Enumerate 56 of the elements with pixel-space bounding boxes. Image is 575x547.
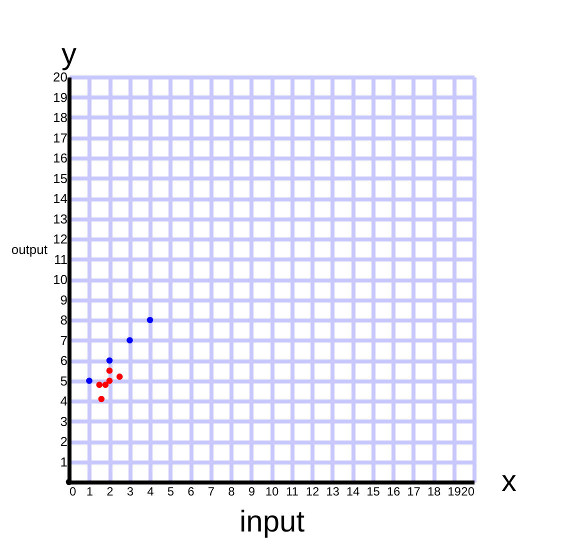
y-tick-label: 3: [60, 414, 68, 429]
x-tick-label: 10: [265, 484, 279, 498]
x-tick-label: 18: [427, 484, 441, 498]
x-tick-label: 13: [326, 484, 340, 498]
y-tick-label: 5: [60, 373, 68, 388]
x-tick-label: 1: [86, 484, 94, 498]
x-tick-label: 17: [407, 484, 421, 498]
y-axis-title: output: [11, 242, 48, 257]
x-tick-label: 8: [228, 484, 236, 498]
y-tick-label: 15: [53, 170, 68, 186]
point: [106, 367, 113, 374]
x-axis-title: input: [239, 506, 306, 538]
point: [98, 396, 105, 402]
y-tick-label: 20: [53, 70, 68, 84]
point: [96, 382, 103, 388]
text: y: [62, 38, 76, 71]
y-tick-label: 7: [60, 332, 68, 348]
point: [126, 337, 133, 344]
point: [102, 382, 109, 388]
x-tick-label: 6: [188, 484, 195, 498]
x-tick-label: 12: [306, 484, 320, 498]
x-tick-label: 14: [346, 484, 360, 498]
y-tick-label: 2: [60, 434, 68, 449]
y-tick-label: 18: [53, 110, 68, 125]
x-tick-label: 9: [248, 484, 256, 498]
y-tick-label: 13: [53, 211, 68, 226]
y-tick-label: 17: [53, 130, 68, 146]
point: [86, 378, 92, 384]
x-tick-label: 11: [286, 484, 299, 498]
x-tick-label: 0: [70, 484, 76, 498]
x-tick-label: 19: [448, 484, 462, 498]
y-tick-label: 10: [53, 272, 68, 287]
y-tick-label: 1: [60, 454, 68, 470]
point: [66, 478, 72, 486]
x-tick-label: 5: [167, 484, 174, 498]
x-tick-label: 16: [386, 484, 400, 498]
x-tick-label: 4: [147, 484, 154, 498]
x-tick-label: 7: [208, 484, 215, 498]
text: x: [502, 465, 516, 498]
y-tick-label: 6: [60, 353, 68, 368]
x-tick-label: 2: [106, 484, 114, 498]
y-tick-label: 11: [54, 252, 68, 267]
point: [106, 357, 113, 364]
x-tick-label: 3: [126, 484, 134, 498]
y-tick-label: 8: [60, 312, 68, 328]
y-tick-label: 16: [53, 150, 68, 166]
y-tick-label: 14: [53, 191, 68, 206]
point: [146, 316, 154, 324]
y-tick-label: 9: [60, 292, 68, 308]
point: [116, 374, 123, 380]
point: [106, 378, 113, 384]
y-tick-label: 12: [53, 232, 68, 246]
y-tick-label: 19: [53, 90, 68, 105]
y-tick-label: 4: [60, 394, 68, 408]
x-tick-label: 20: [461, 484, 475, 498]
x-tick-label: 15: [366, 484, 380, 498]
